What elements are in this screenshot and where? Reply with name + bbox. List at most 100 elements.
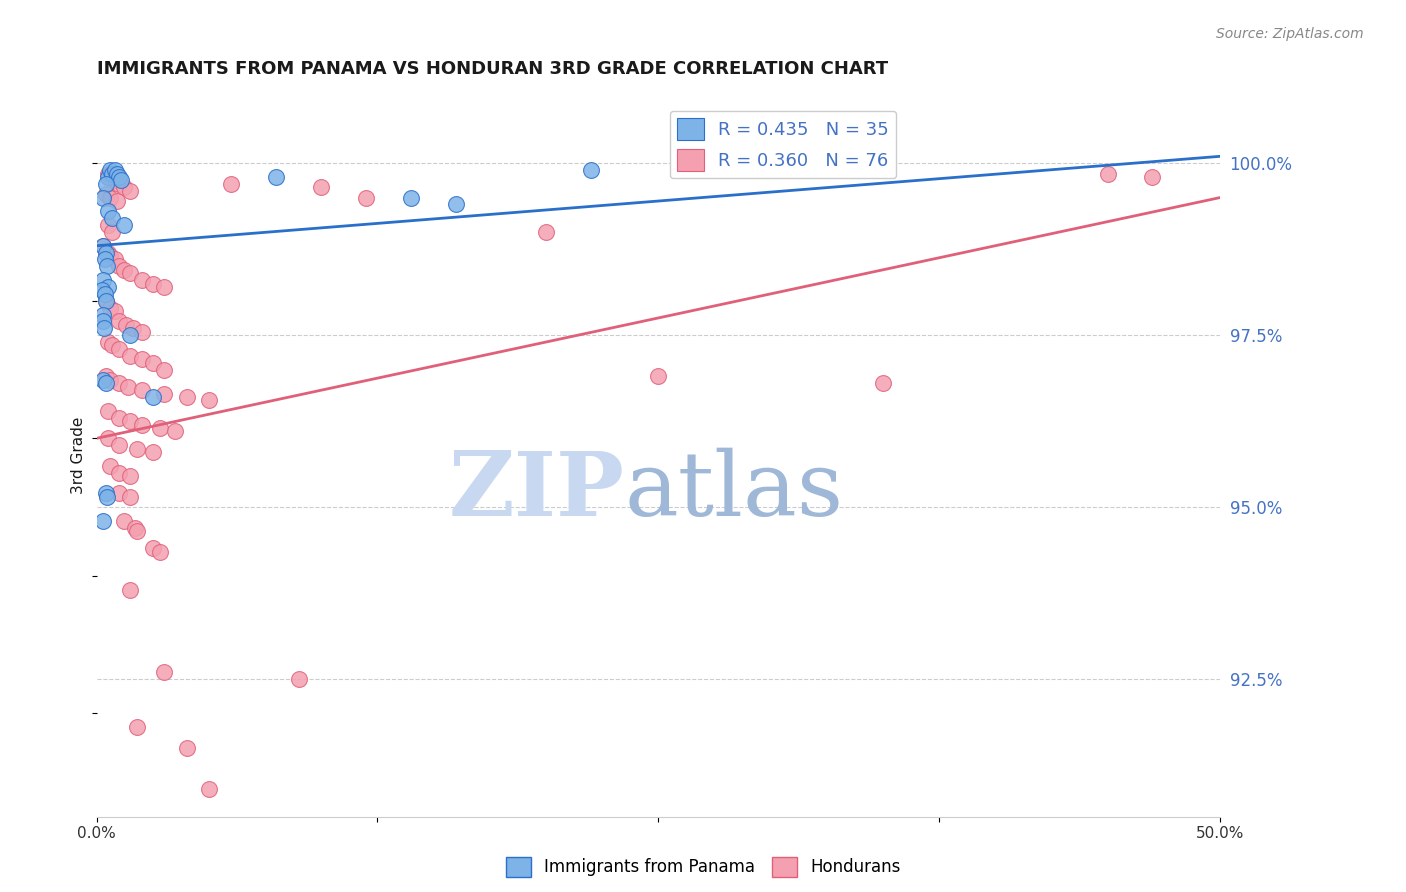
Point [444,197,467,211]
Point [127,524,149,538]
Point [93,191,115,205]
Point [112,514,135,528]
Point [98,249,121,263]
Point [127,720,149,734]
Point [221,177,243,191]
Point [399,191,422,205]
Point [176,740,198,755]
Point [142,445,165,459]
Point [94,293,117,308]
Point [101,338,124,352]
Point [108,466,131,480]
Point [148,545,170,559]
Point [120,582,142,597]
Point [108,169,131,184]
Point [266,169,288,184]
Point [97,245,120,260]
Point [104,252,127,267]
Point [101,225,124,239]
Point [101,211,124,226]
Point [91,284,114,298]
Point [534,225,557,239]
Point [131,352,153,367]
Point [93,252,115,267]
Text: Source: ZipAtlas.com: Source: ZipAtlas.com [1216,27,1364,41]
Point [96,260,118,274]
Point [108,342,131,356]
Point [94,369,117,384]
Point [93,273,115,287]
Point [97,167,120,181]
Point [108,314,131,328]
Point [121,321,143,335]
Point [117,380,139,394]
Point [98,191,121,205]
Point [579,163,602,178]
Point [98,301,121,315]
Point [108,486,131,500]
Point [153,362,176,376]
Point [112,218,135,232]
Legend: Immigrants from Panama, Hondurans: Immigrants from Panama, Hondurans [499,850,907,884]
Point [105,167,128,181]
Point [153,665,176,680]
Point [120,349,142,363]
Y-axis label: 3rd Grade: 3rd Grade [72,417,86,494]
Point [97,169,120,184]
Point [127,442,149,456]
Point [110,173,132,187]
Point [105,194,128,208]
Point [93,286,115,301]
Point [93,238,115,252]
Point [124,521,146,535]
Point [153,386,176,401]
Point [94,187,117,202]
Point [354,191,377,205]
Point [142,356,165,370]
Point [108,177,131,191]
Point [97,218,120,232]
Legend: R = 0.435   N = 35, R = 0.360   N = 76: R = 0.435 N = 35, R = 0.360 N = 76 [669,111,897,178]
Point [311,180,333,194]
Point [1142,169,1164,184]
Point [104,163,127,178]
Point [93,373,115,387]
Point [142,277,165,291]
Point [97,334,120,349]
Point [115,318,138,332]
Point [120,266,142,280]
Point [142,390,165,404]
Point [108,376,131,391]
Point [93,321,115,335]
Point [97,280,120,294]
Point [131,383,153,397]
Point [108,438,131,452]
Point [131,417,153,432]
Point [112,180,135,194]
Point [97,404,120,418]
Point [94,245,117,260]
Point [288,672,311,686]
Text: atlas: atlas [624,448,844,535]
Point [93,308,115,322]
Point [93,238,115,252]
Point [94,177,117,191]
Point [94,293,117,308]
Point [131,325,153,339]
Point [104,304,127,318]
Point [647,369,669,384]
Point [91,314,114,328]
Point [120,469,142,483]
Point [97,431,120,445]
Text: IMMIGRANTS FROM PANAMA VS HONDURAN 3RD GRADE CORRELATION CHART: IMMIGRANTS FROM PANAMA VS HONDURAN 3RD G… [97,60,887,78]
Point [153,280,176,294]
Point [176,390,198,404]
Point [98,163,121,178]
Point [98,458,121,473]
Point [97,204,120,219]
Point [165,425,187,439]
Point [94,486,117,500]
Point [131,273,153,287]
Point [112,262,135,277]
Point [108,260,131,274]
